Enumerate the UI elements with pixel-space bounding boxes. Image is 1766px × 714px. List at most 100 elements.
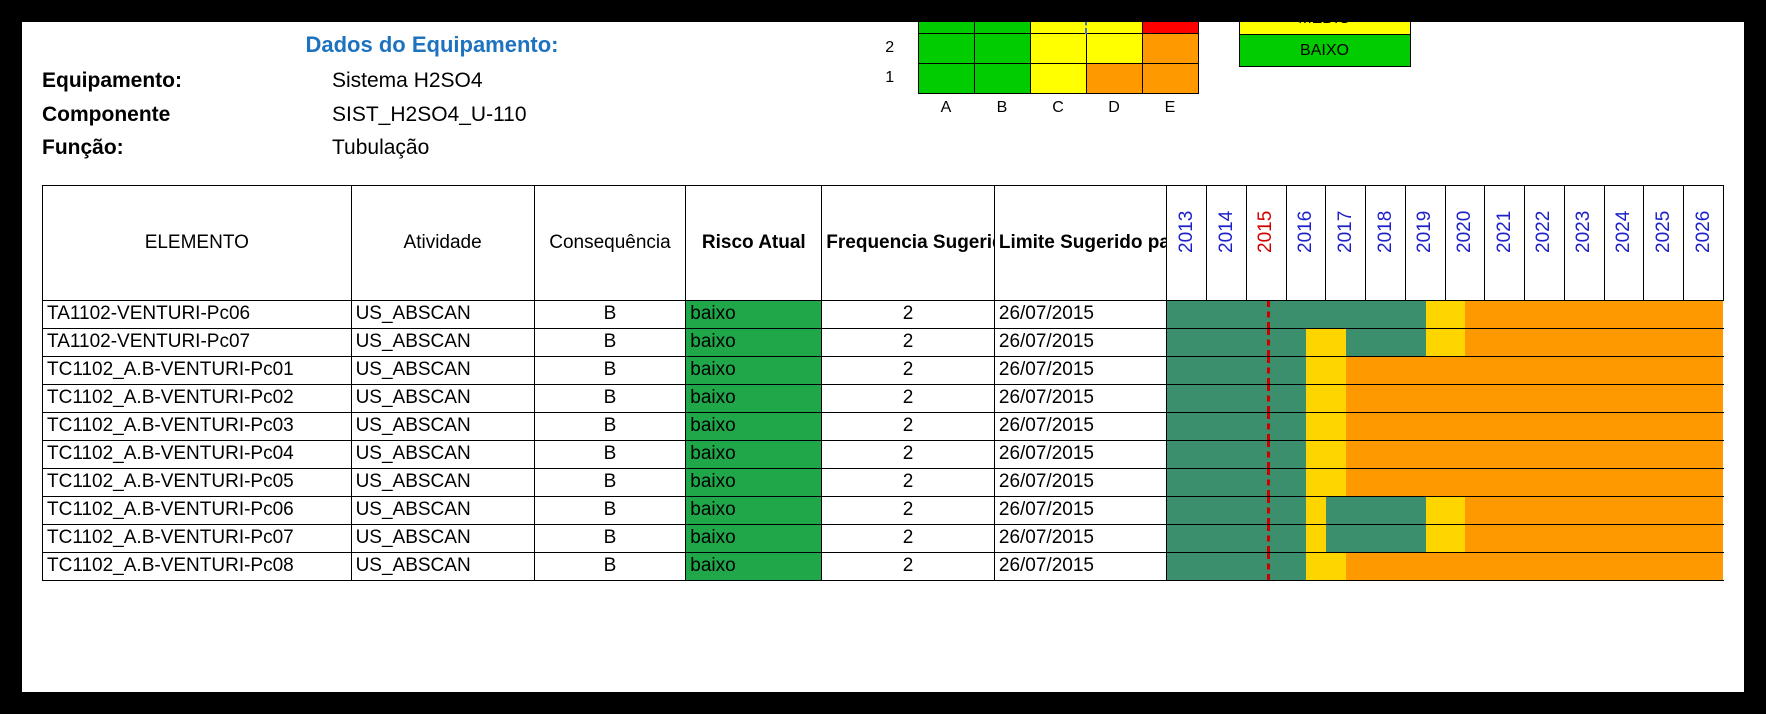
year-header: 2024 bbox=[1604, 185, 1644, 300]
table-row[interactable]: TA1102-VENTURI-Pc07US_ABSCANBbaixo226/07… bbox=[43, 328, 1724, 356]
cell: B bbox=[534, 412, 686, 440]
matrix-y-axis: 1 bbox=[862, 63, 918, 93]
cell: 26/07/2015 bbox=[994, 468, 1167, 496]
cell: TC1102_A.B-VENTURI-Pc05 bbox=[43, 468, 352, 496]
cell: 26/07/2015 bbox=[994, 524, 1167, 552]
year-header: 2025 bbox=[1644, 185, 1684, 300]
year-header: 2015 bbox=[1246, 185, 1286, 300]
cell: US_ABSCAN bbox=[351, 300, 534, 328]
meta-value: Tubulação bbox=[332, 131, 822, 165]
matrix-cell bbox=[1086, 33, 1142, 63]
cell: US_ABSCAN bbox=[351, 440, 534, 468]
matrix-cell bbox=[1030, 63, 1086, 93]
year-header: 2026 bbox=[1684, 185, 1724, 300]
gantt-cell bbox=[1167, 524, 1724, 552]
matrix-cell bbox=[1086, 63, 1142, 93]
gantt-cell bbox=[1167, 356, 1724, 384]
table-row[interactable]: TC1102_A.B-VENTURI-Pc02US_ABSCANBbaixo22… bbox=[43, 384, 1724, 412]
cell: baixo bbox=[686, 552, 822, 580]
year-header: 2017 bbox=[1326, 185, 1366, 300]
cell: B bbox=[534, 524, 686, 552]
year-header: 2016 bbox=[1286, 185, 1326, 300]
cell: 2 bbox=[822, 328, 995, 356]
header-left: Dados do Equipamento: Equipamento: Siste… bbox=[42, 32, 822, 165]
cell: baixo bbox=[686, 384, 822, 412]
cell: B bbox=[534, 552, 686, 580]
cell: B bbox=[534, 468, 686, 496]
table-row[interactable]: TC1102_A.B-VENTURI-Pc08US_ABSCANBbaixo22… bbox=[43, 552, 1724, 580]
gantt-cell bbox=[1167, 412, 1724, 440]
table-row[interactable]: TC1102_A.B-VENTURI-Pc03US_ABSCANBbaixo22… bbox=[43, 412, 1724, 440]
risk-legend: MÉDIOBAIXO bbox=[1239, 20, 1411, 67]
cell: baixo bbox=[686, 440, 822, 468]
table-row[interactable]: TA1102-VENTURI-Pc06US_ABSCANBbaixo226/07… bbox=[43, 300, 1724, 328]
column-header: ELEMENTO bbox=[43, 185, 352, 300]
cell: US_ABSCAN bbox=[351, 356, 534, 384]
cell: 26/07/2015 bbox=[994, 440, 1167, 468]
cell: 2 bbox=[822, 524, 995, 552]
cell: US_ABSCAN bbox=[351, 552, 534, 580]
gantt-cell bbox=[1167, 384, 1724, 412]
table-row[interactable]: TC1102_A.B-VENTURI-Pc04US_ABSCANBbaixo22… bbox=[43, 440, 1724, 468]
year-header: 2013 bbox=[1167, 185, 1207, 300]
table-row[interactable]: TC1102_A.B-VENTURI-Pc05US_ABSCANBbaixo22… bbox=[43, 468, 1724, 496]
meta-row-equipamento: Equipamento: Sistema H2SO4 bbox=[42, 64, 822, 98]
table-row[interactable]: TC1102_A.B-VENTURI-Pc07US_ABSCANBbaixo22… bbox=[43, 524, 1724, 552]
matrix-x-axis: D bbox=[1086, 93, 1142, 123]
cell: baixo bbox=[686, 300, 822, 328]
meta-value: SIST_H2SO4_U-110 bbox=[332, 98, 822, 132]
legend-item: MÉDIO bbox=[1240, 20, 1410, 34]
cell: TA1102-VENTURI-Pc07 bbox=[43, 328, 352, 356]
table-row[interactable]: TC1102_A.B-VENTURI-Pc01US_ABSCANBbaixo22… bbox=[43, 356, 1724, 384]
cell: US_ABSCAN bbox=[351, 384, 534, 412]
cell: 26/07/2015 bbox=[994, 356, 1167, 384]
meta-value: Sistema H2SO4 bbox=[332, 64, 822, 98]
matrix-y-axis: 2 bbox=[862, 33, 918, 63]
gantt-cell bbox=[1167, 440, 1724, 468]
cell: 2 bbox=[822, 412, 995, 440]
cell: baixo bbox=[686, 356, 822, 384]
matrix-cell bbox=[974, 63, 1030, 93]
report-frame: Dados do Equipamento: Equipamento: Siste… bbox=[20, 20, 1746, 694]
cell: US_ABSCAN bbox=[351, 524, 534, 552]
gantt-cell bbox=[1167, 328, 1724, 356]
meta-label: Componente bbox=[42, 98, 332, 132]
cell: TC1102_A.B-VENTURI-Pc02 bbox=[43, 384, 352, 412]
cell: 26/07/2015 bbox=[994, 552, 1167, 580]
matrix-cell bbox=[918, 33, 974, 63]
cell: TA1102-VENTURI-Pc06 bbox=[43, 300, 352, 328]
matrix-x-axis: C bbox=[1030, 93, 1086, 123]
year-header: 2022 bbox=[1525, 185, 1565, 300]
cell: 2 bbox=[822, 356, 995, 384]
cell: 2 bbox=[822, 496, 995, 524]
cell: 26/07/2015 bbox=[994, 384, 1167, 412]
cell: TC1102_A.B-VENTURI-Pc01 bbox=[43, 356, 352, 384]
matrix-cell bbox=[1142, 33, 1198, 63]
cell: TC1102_A.B-VENTURI-Pc03 bbox=[43, 412, 352, 440]
cell: baixo bbox=[686, 496, 822, 524]
cell: B bbox=[534, 300, 686, 328]
matrix-cell bbox=[1142, 20, 1198, 33]
matrix-cell bbox=[1086, 20, 1142, 33]
matrix-cell bbox=[1030, 33, 1086, 63]
year-header: 2020 bbox=[1445, 185, 1485, 300]
column-header: Limite Sugerido para Inspeção bbox=[994, 185, 1167, 300]
table-row[interactable]: TC1102_A.B-VENTURI-Pc06US_ABSCANBbaixo22… bbox=[43, 496, 1724, 524]
column-header: Atividade bbox=[351, 185, 534, 300]
matrix-cell bbox=[918, 63, 974, 93]
cell: B bbox=[534, 384, 686, 412]
inspection-table: ELEMENTOAtividadeConsequênciaRisco Atual… bbox=[42, 185, 1724, 581]
cell: 26/07/2015 bbox=[994, 496, 1167, 524]
meta-row-funcao: Função: Tubulação bbox=[42, 131, 822, 165]
gantt-cell bbox=[1167, 300, 1724, 328]
cell: US_ABSCAN bbox=[351, 468, 534, 496]
meta-label: Função: bbox=[42, 131, 332, 165]
cell: TC1102_A.B-VENTURI-Pc08 bbox=[43, 552, 352, 580]
cell: 26/07/2015 bbox=[994, 412, 1167, 440]
column-header: Consequência bbox=[534, 185, 686, 300]
cell: 26/07/2015 bbox=[994, 328, 1167, 356]
cell: 26/07/2015 bbox=[994, 300, 1167, 328]
legend-item: BAIXO bbox=[1240, 34, 1410, 66]
meta-row-componente: Componente SIST_H2SO4_U-110 bbox=[42, 98, 822, 132]
cell: 2 bbox=[822, 552, 995, 580]
